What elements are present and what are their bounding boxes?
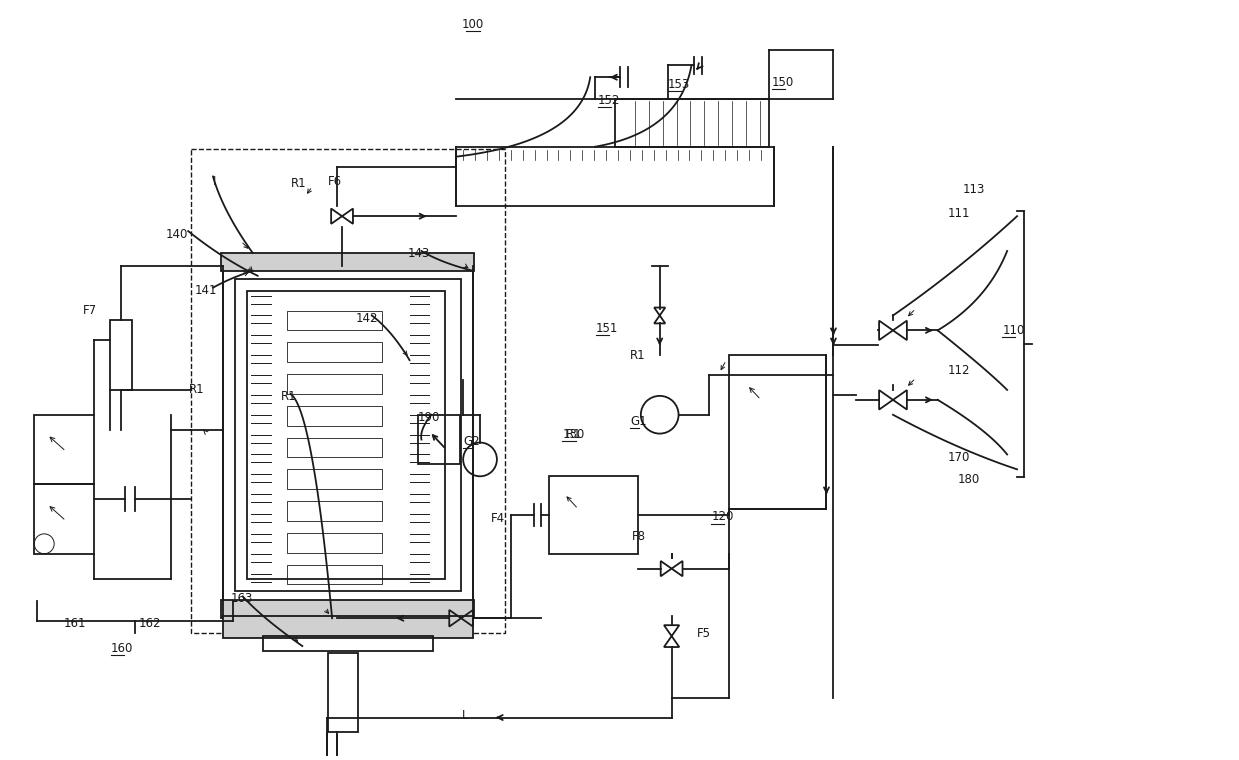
Text: 163: 163 (230, 592, 253, 605)
Text: 160: 160 (110, 641, 133, 654)
Bar (110, 321, 131, 390)
Bar (35, 415, 94, 484)
Bar (221, 253, 475, 271)
Text: 151: 151 (596, 322, 618, 335)
Text: R1: R1 (565, 428, 581, 441)
Bar (287, 374, 382, 394)
Bar (287, 311, 382, 331)
Text: R1: R1 (290, 177, 306, 190)
Text: 152: 152 (598, 93, 621, 106)
Text: 113: 113 (963, 183, 985, 196)
Text: F7: F7 (83, 304, 97, 317)
Text: R1: R1 (629, 349, 646, 362)
Text: F4: F4 (491, 512, 506, 525)
Text: 140: 140 (165, 227, 188, 241)
Bar (223, 266, 473, 603)
Bar (191, 149, 504, 633)
Text: G1: G1 (629, 415, 647, 428)
Bar (287, 565, 382, 584)
Text: 161: 161 (64, 616, 87, 630)
Text: 153: 153 (668, 78, 690, 90)
Text: 130: 130 (563, 428, 585, 441)
Text: 112: 112 (948, 363, 970, 376)
Bar (223, 616, 473, 638)
Text: F6: F6 (328, 175, 342, 188)
Text: 180: 180 (958, 473, 980, 486)
Bar (730, 355, 826, 509)
Text: F5: F5 (696, 627, 710, 640)
Bar (287, 342, 382, 362)
Bar (235, 279, 461, 591)
Text: 111: 111 (948, 207, 970, 220)
Text: I: I (213, 175, 217, 188)
Bar (615, 99, 769, 147)
Text: 170: 170 (948, 451, 970, 464)
Text: 120: 120 (711, 511, 733, 524)
Text: 100: 100 (462, 18, 484, 31)
Text: 110: 110 (1002, 324, 1025, 337)
Bar (35, 484, 94, 554)
Bar (221, 600, 475, 618)
Bar (549, 477, 638, 554)
Bar (247, 290, 445, 578)
Text: 162: 162 (139, 616, 161, 630)
Text: 142: 142 (356, 312, 378, 325)
Text: 190: 190 (418, 411, 440, 424)
Text: R1: R1 (190, 384, 204, 397)
Text: G2: G2 (463, 435, 479, 448)
Bar (456, 147, 774, 206)
Bar (263, 636, 434, 651)
Bar (419, 415, 460, 464)
Bar (287, 533, 382, 553)
Text: L: L (462, 709, 468, 722)
Bar (287, 501, 382, 521)
Bar (287, 406, 382, 426)
Text: F8: F8 (632, 530, 646, 543)
Bar (328, 653, 358, 733)
Text: 141: 141 (195, 284, 218, 297)
Text: 150: 150 (772, 76, 794, 89)
Text: 143: 143 (408, 248, 430, 261)
Text: R1: R1 (280, 391, 296, 404)
Bar (287, 470, 382, 489)
Bar (287, 438, 382, 458)
